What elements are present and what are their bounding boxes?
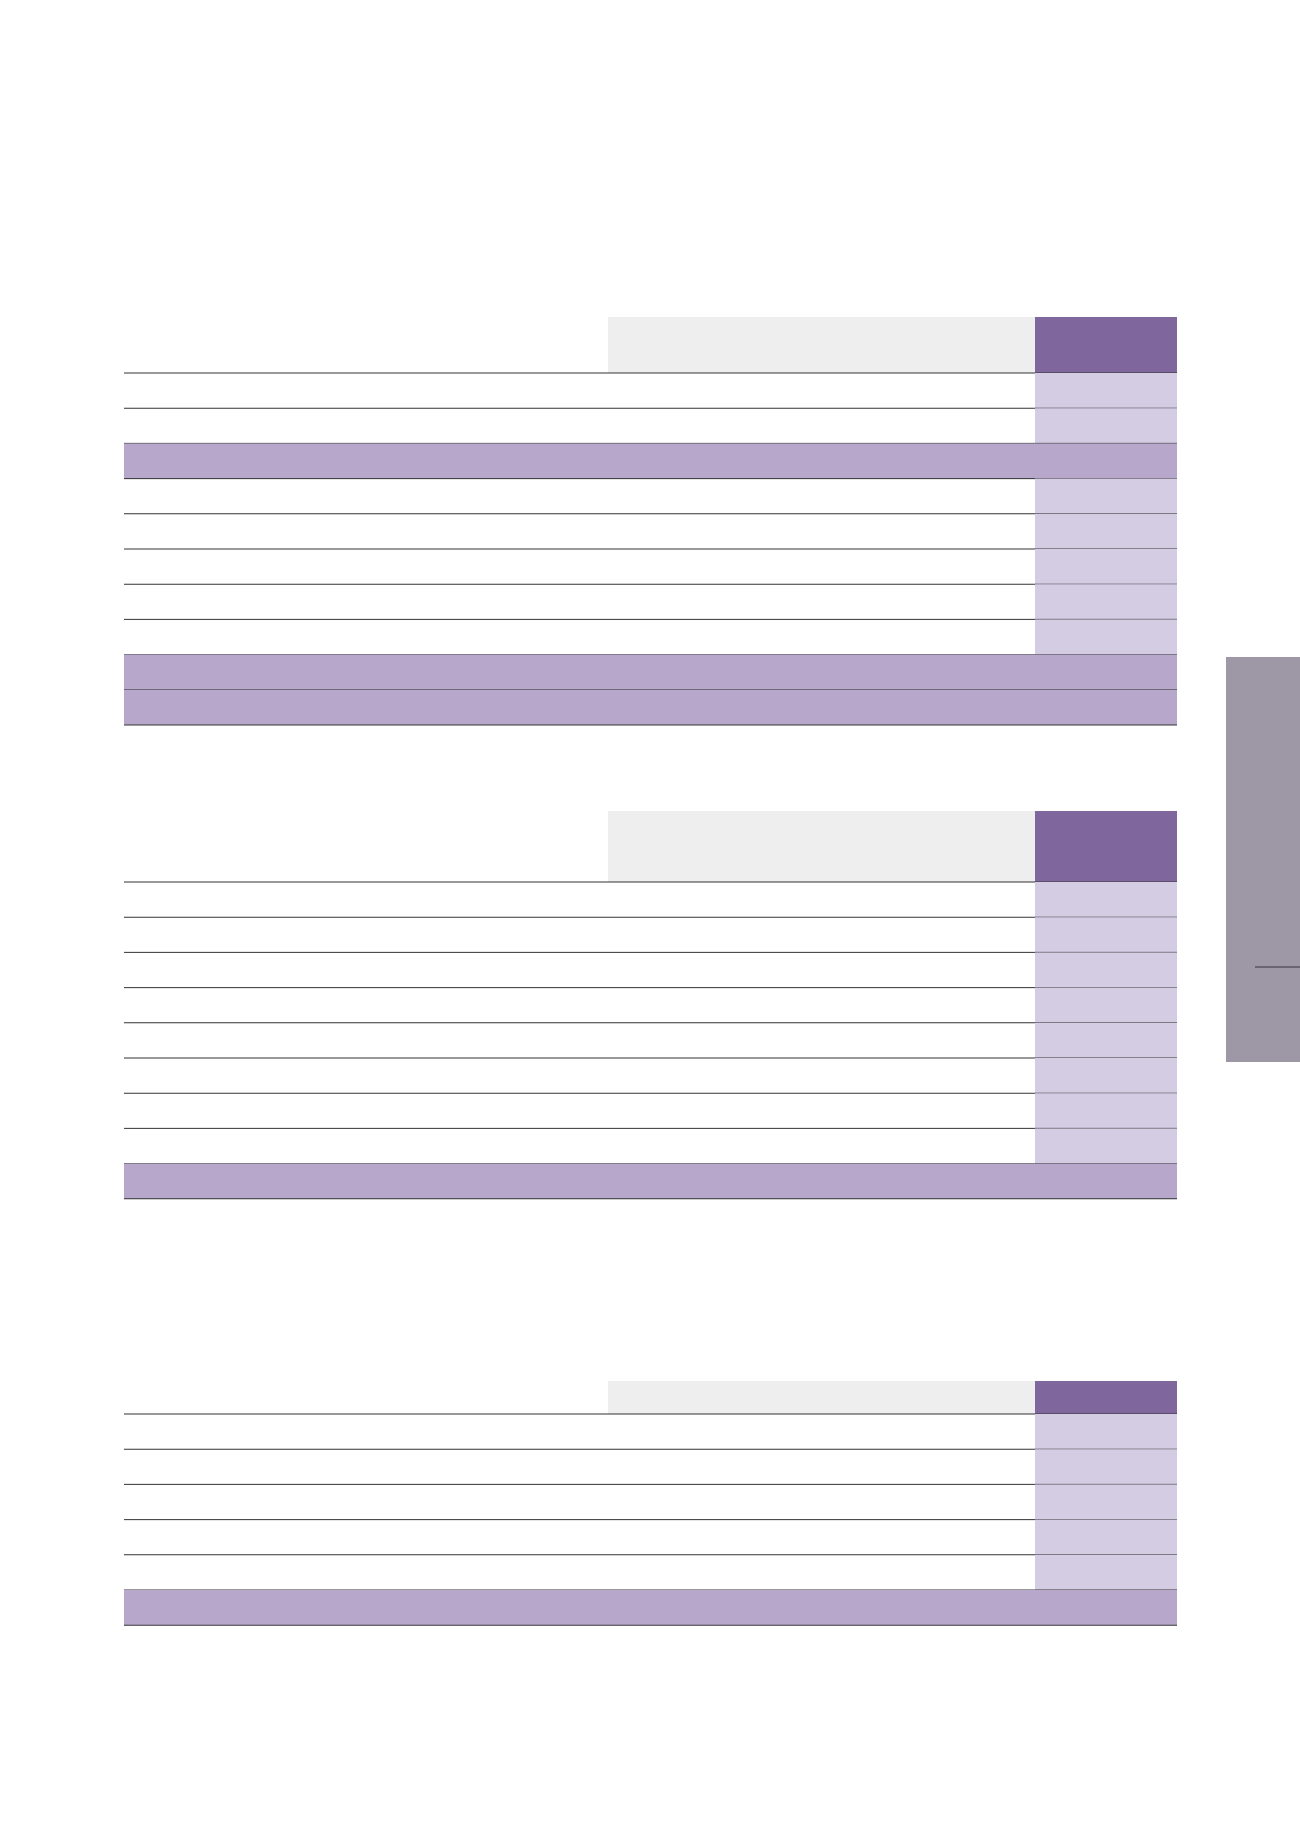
header-grey: [608, 811, 1035, 882]
highlight-cell: [1035, 1093, 1177, 1129]
highlight-cell: [1035, 987, 1177, 1023]
highlight-cell: [1035, 1128, 1177, 1164]
highlight-cell: [1035, 373, 1177, 409]
highlight-cell: [1035, 1449, 1177, 1485]
total-row: [124, 1590, 1177, 1626]
header-grey: [608, 317, 1035, 373]
highlight-cell: [1035, 952, 1177, 988]
header-highlight: [1035, 811, 1177, 882]
highlight-cell: [1035, 408, 1177, 444]
highlight-cell: [1035, 619, 1177, 655]
highlight-cell: [1035, 1484, 1177, 1520]
highlight-cell: [1035, 549, 1177, 585]
highlight-cell: [1035, 1519, 1177, 1555]
header-highlight: [1035, 317, 1177, 373]
highlight-cell: [1035, 1022, 1177, 1058]
total-row: [124, 654, 1177, 690]
highlight-cell: [1035, 584, 1177, 620]
highlight-cell: [1035, 917, 1177, 953]
side-tab: [1226, 657, 1300, 1062]
highlight-cell: [1035, 1554, 1177, 1590]
header-highlight: [1035, 1381, 1177, 1414]
total-row: [124, 689, 1177, 725]
highlight-cell: [1035, 1414, 1177, 1450]
highlight-cell: [1035, 1058, 1177, 1094]
header-grey: [608, 1381, 1035, 1414]
highlight-cell: [1035, 513, 1177, 549]
total-row: [124, 1163, 1177, 1199]
highlight-cell: [1035, 478, 1177, 514]
total-row: [124, 443, 1177, 479]
highlight-cell: [1035, 882, 1177, 918]
